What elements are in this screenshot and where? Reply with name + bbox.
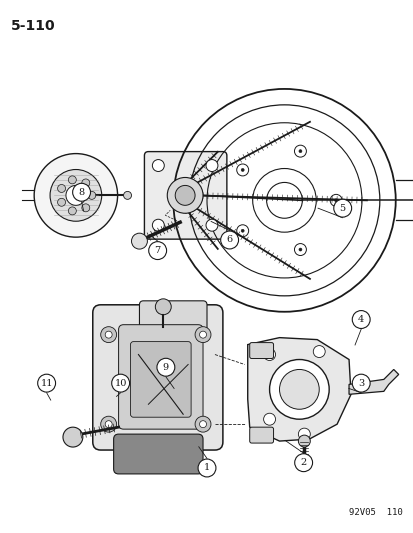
Text: 1: 1 <box>203 464 210 472</box>
Circle shape <box>50 169 102 221</box>
Circle shape <box>298 150 301 152</box>
Text: 3: 3 <box>357 378 363 387</box>
Text: 92V05  110: 92V05 110 <box>348 508 402 516</box>
Text: 6: 6 <box>226 236 232 245</box>
Text: 11: 11 <box>40 378 53 387</box>
Circle shape <box>241 229 244 232</box>
Circle shape <box>152 219 164 231</box>
Circle shape <box>82 204 90 212</box>
Circle shape <box>220 231 238 249</box>
Circle shape <box>298 428 310 440</box>
Circle shape <box>68 176 76 184</box>
Circle shape <box>38 374 55 392</box>
FancyBboxPatch shape <box>113 434 202 474</box>
Circle shape <box>66 185 85 205</box>
Circle shape <box>269 360 328 419</box>
Circle shape <box>175 185 195 205</box>
Circle shape <box>263 413 275 425</box>
Circle shape <box>148 241 166 260</box>
Circle shape <box>313 345 325 358</box>
Circle shape <box>351 311 369 328</box>
Circle shape <box>157 358 174 376</box>
Text: 7: 7 <box>154 246 160 255</box>
Circle shape <box>72 183 90 201</box>
FancyBboxPatch shape <box>139 301 206 338</box>
Circle shape <box>68 207 76 215</box>
Circle shape <box>34 154 117 237</box>
Circle shape <box>155 299 171 315</box>
Circle shape <box>206 219 217 231</box>
Circle shape <box>195 416 211 432</box>
Circle shape <box>199 421 206 427</box>
Circle shape <box>334 199 337 202</box>
Text: 5: 5 <box>339 204 345 213</box>
Text: 8: 8 <box>78 188 84 197</box>
Circle shape <box>105 331 112 338</box>
Circle shape <box>279 369 318 409</box>
Circle shape <box>123 191 131 199</box>
Circle shape <box>197 459 216 477</box>
FancyBboxPatch shape <box>130 342 191 417</box>
FancyBboxPatch shape <box>93 305 222 450</box>
Circle shape <box>195 327 211 343</box>
Circle shape <box>112 374 129 392</box>
Circle shape <box>88 191 95 199</box>
Circle shape <box>100 327 116 343</box>
Circle shape <box>167 177 202 213</box>
FancyBboxPatch shape <box>144 151 226 239</box>
Circle shape <box>82 179 90 187</box>
Circle shape <box>206 159 217 172</box>
Circle shape <box>152 159 164 172</box>
Circle shape <box>351 374 369 392</box>
Circle shape <box>298 435 310 447</box>
Polygon shape <box>247 337 350 441</box>
Circle shape <box>241 168 244 172</box>
Circle shape <box>57 184 65 192</box>
Circle shape <box>263 349 275 360</box>
Text: 5-110: 5-110 <box>11 19 56 33</box>
Text: 9: 9 <box>162 363 169 372</box>
Circle shape <box>131 233 147 249</box>
Polygon shape <box>348 369 398 394</box>
Circle shape <box>298 248 301 251</box>
Circle shape <box>63 427 83 447</box>
Circle shape <box>294 454 312 472</box>
Text: 10: 10 <box>114 378 126 387</box>
Circle shape <box>100 416 116 432</box>
FancyBboxPatch shape <box>118 325 202 429</box>
Text: 2: 2 <box>300 458 306 467</box>
Circle shape <box>57 198 65 206</box>
Text: 4: 4 <box>357 315 363 324</box>
FancyBboxPatch shape <box>249 343 273 359</box>
Circle shape <box>333 199 351 217</box>
Circle shape <box>105 421 112 427</box>
FancyBboxPatch shape <box>249 427 273 443</box>
Circle shape <box>199 331 206 338</box>
